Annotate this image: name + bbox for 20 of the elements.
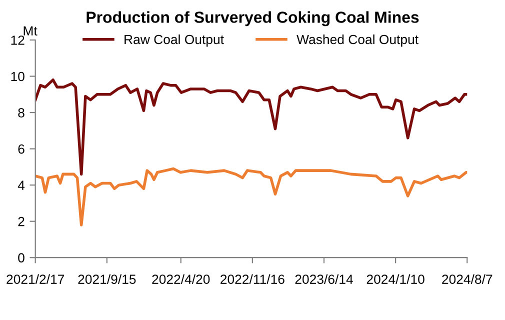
x-tick-label: 2022/11/16: [220, 274, 284, 284]
x-tick-label: 2024/8/7: [442, 274, 492, 284]
line-series: [35, 167, 468, 226]
x-tick-label: 2024/1/10: [366, 274, 424, 284]
x-tick-label: 2021/2/17: [6, 274, 64, 284]
y-tick-label: 0: [18, 253, 24, 263]
y-axis-title: Mt: [24, 26, 38, 36]
legend-label: Washed Coal Output: [296, 34, 418, 47]
y-tick-label: 12: [11, 36, 24, 45]
x-tick-label: 2023/6/14: [295, 274, 353, 284]
x-tick-label: 2021/9/15: [78, 274, 136, 284]
y-tick-label: 2: [18, 216, 24, 226]
chart-title: Production of Surveryed Coking Coal Mines: [86, 11, 419, 26]
y-tick-label: 10: [11, 72, 24, 82]
legend-label: Raw Coal Output: [124, 34, 224, 47]
y-tick-label: 6: [18, 144, 24, 154]
line-series: [35, 78, 468, 176]
x-tick-label: 2022/4/20: [152, 274, 210, 284]
y-tick-label: 4: [18, 180, 25, 190]
y-tick-label: 8: [18, 108, 24, 118]
